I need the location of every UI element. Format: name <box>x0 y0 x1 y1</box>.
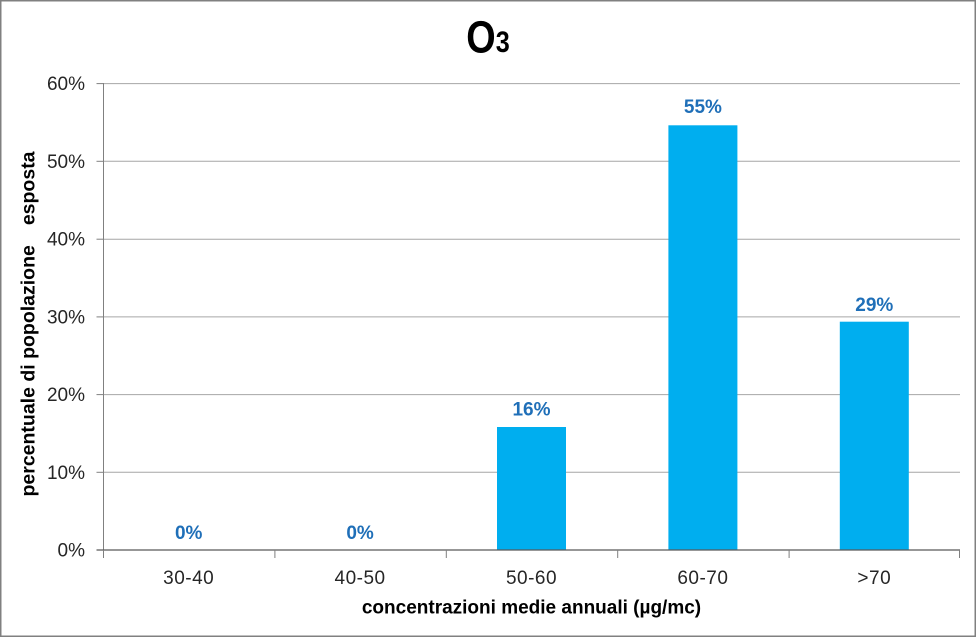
svg-text:30-40: 30-40 <box>163 568 214 589</box>
svg-text:0%: 0% <box>175 523 203 544</box>
svg-text:0%: 0% <box>58 541 86 562</box>
svg-text:10%: 10% <box>47 463 85 484</box>
svg-text:40-50: 40-50 <box>335 568 386 589</box>
svg-text:20%: 20% <box>47 385 85 406</box>
svg-text:40%: 40% <box>47 230 85 251</box>
svg-text:29%: 29% <box>855 295 893 316</box>
svg-text:50%: 50% <box>47 152 85 173</box>
svg-text:0%: 0% <box>346 523 374 544</box>
svg-text:60%: 60% <box>47 74 85 95</box>
svg-text:55%: 55% <box>684 97 722 118</box>
svg-text:60-70: 60-70 <box>677 568 728 589</box>
svg-text:concentrazioni medie annuali (: concentrazioni medie annuali (µg/mc) <box>362 598 701 619</box>
svg-text:percentuale di popolazioneespo: percentuale di popolazioneesposta <box>18 151 40 496</box>
svg-text:O3: O3 <box>466 11 509 62</box>
svg-text:50-60: 50-60 <box>506 568 557 589</box>
svg-text:>70: >70 <box>857 568 891 589</box>
svg-text:30%: 30% <box>47 307 85 328</box>
svg-text:16%: 16% <box>512 400 550 421</box>
